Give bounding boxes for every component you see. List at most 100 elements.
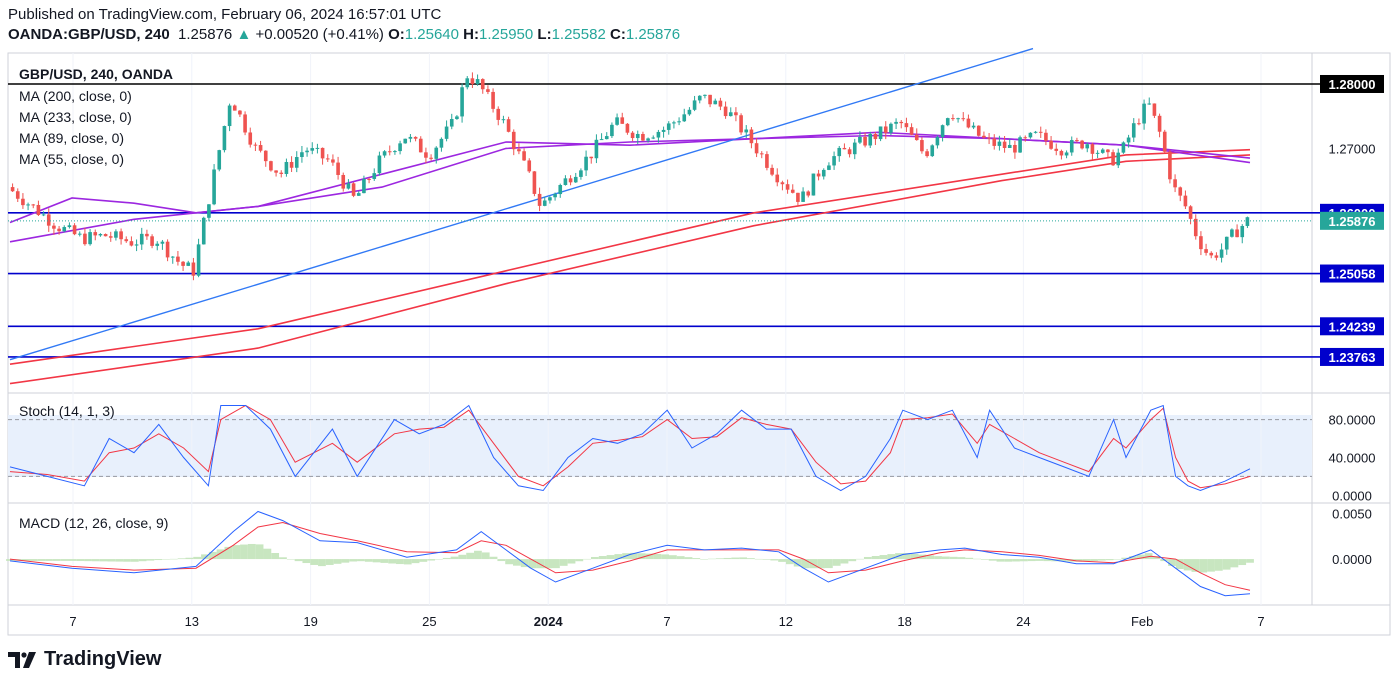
candle-body [114, 231, 118, 238]
candle-body [222, 126, 227, 151]
high-value: 1.25950 [479, 26, 534, 43]
macd-hist-bar [208, 551, 217, 560]
candle-body [1199, 236, 1203, 250]
macd-hist-bar [1136, 554, 1145, 560]
candle-body [134, 244, 139, 246]
candle-body [992, 138, 997, 146]
macd-hist-bar [926, 555, 935, 560]
candle-body [816, 173, 821, 177]
stoch-tick-label: 40.0000 [1329, 450, 1376, 465]
macd-hist-bar [840, 559, 849, 564]
macd-hist-bar [1043, 559, 1052, 562]
candle-body [160, 241, 165, 244]
macd-hist-bar [481, 552, 490, 560]
last-price-label-text: 1.25876 [1329, 214, 1376, 229]
candle-body [15, 191, 20, 199]
legend-ma89[interactable]: MA (89, close, 0) [19, 130, 124, 146]
macd-hist-bar [29, 559, 38, 561]
candle-body [692, 100, 697, 110]
macd-hist-bar [6, 559, 14, 561]
candle-body [429, 157, 433, 159]
candle-body [331, 159, 335, 163]
macd-hist-bar [1035, 559, 1044, 561]
trendline[interactable] [9, 47, 1034, 361]
candle-body [914, 134, 919, 141]
macd-hist-bar [598, 556, 607, 560]
macd-hist-bar [162, 559, 170, 560]
macd-hist-bar [1090, 559, 1098, 561]
legend-macd[interactable]: MACD (12, 26, close, 9) [19, 515, 168, 531]
moving-averages [9, 131, 1251, 385]
macd-hist-bar [848, 559, 857, 562]
macd-hist-bar [762, 559, 771, 560]
macd-hist-bar [357, 559, 365, 562]
macd-hist-bar [466, 552, 475, 560]
candle-body [398, 143, 402, 152]
candle-body [677, 121, 681, 123]
footer-logo[interactable]: TradingView [8, 648, 161, 671]
tradingview-logo-icon [8, 651, 36, 668]
candle-body [739, 115, 743, 133]
brand-name: TradingView [44, 648, 162, 670]
macd-hist-bar [793, 559, 802, 567]
candle-body [341, 174, 346, 189]
time-tick-label: 7 [1257, 614, 1264, 629]
macd-hist-bar [606, 555, 615, 560]
candle-body [646, 138, 650, 141]
legend-ma55[interactable]: MA (55, close, 0) [19, 151, 124, 167]
candle-body [362, 178, 366, 194]
candle-body [207, 204, 211, 218]
chart-frame [7, 52, 1391, 636]
candle-body [424, 152, 428, 158]
candle-body [263, 150, 268, 162]
macd-hist-bar [279, 557, 287, 560]
macd-signal-line [9, 521, 1251, 591]
candle-body [289, 161, 294, 168]
macd-hist-bar [333, 559, 342, 564]
macd-hist-bar [154, 559, 163, 561]
macd-hist-bar [138, 559, 147, 562]
macd-hist-bar [403, 559, 412, 565]
candle-body [723, 106, 728, 117]
candle-body [759, 153, 764, 155]
candle-body [940, 125, 945, 138]
macd-hist-bar [52, 559, 61, 561]
candle-body [274, 170, 278, 173]
macd-hist-bar [1222, 559, 1231, 570]
candle-body [1080, 140, 1084, 149]
open-value: 1.25640 [404, 26, 459, 43]
candle-body [248, 132, 253, 145]
macd-hist-bar [341, 559, 350, 563]
candle-body [320, 147, 325, 159]
candle-body [372, 173, 377, 179]
candle-body [1033, 131, 1038, 133]
macd-hist-bar [879, 555, 888, 560]
symbol-name: OANDA:GBP/USD, 240 [8, 26, 170, 43]
legend-ma233[interactable]: MA (233, close, 0) [19, 109, 132, 125]
macd-hist-bar [941, 556, 950, 560]
legend-stoch[interactable]: Stoch (14, 1, 3) [19, 403, 115, 419]
macd-hist-bar [442, 557, 451, 560]
macd-hist-bar [91, 559, 100, 562]
time-tick-label: 19 [303, 614, 317, 629]
candle-body [119, 231, 123, 240]
candle-body [532, 171, 537, 194]
candle-body [269, 161, 273, 171]
macd-hist-bar [778, 559, 786, 562]
candle-body [181, 261, 185, 266]
candle-body [460, 87, 464, 117]
level-label-box [1320, 74, 1384, 93]
candle-body [1235, 229, 1239, 238]
candle-body [1111, 152, 1115, 166]
symbol-ohlc-bar: OANDA:GBP/USD, 240 1.25876 ▲ +0.00520 (+… [8, 26, 680, 43]
macd-hist-bar [1019, 559, 1028, 562]
macd-hist-bar [965, 557, 974, 560]
macd-hist-bar [396, 559, 404, 565]
candle-body [703, 94, 707, 96]
candle-body [827, 165, 831, 170]
candle-body [1054, 148, 1059, 151]
macd-hist-bar [770, 559, 779, 561]
legend-ma200[interactable]: MA (200, close, 0) [19, 88, 132, 104]
candle-body [1023, 137, 1028, 139]
